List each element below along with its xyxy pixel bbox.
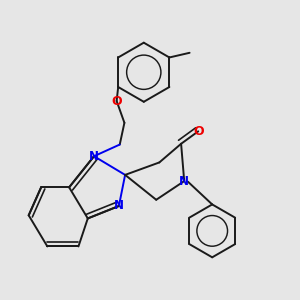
Text: O: O [111, 94, 122, 107]
Text: O: O [193, 125, 203, 138]
Text: N: N [89, 150, 99, 163]
Text: N: N [114, 200, 124, 212]
Text: N: N [179, 175, 189, 188]
